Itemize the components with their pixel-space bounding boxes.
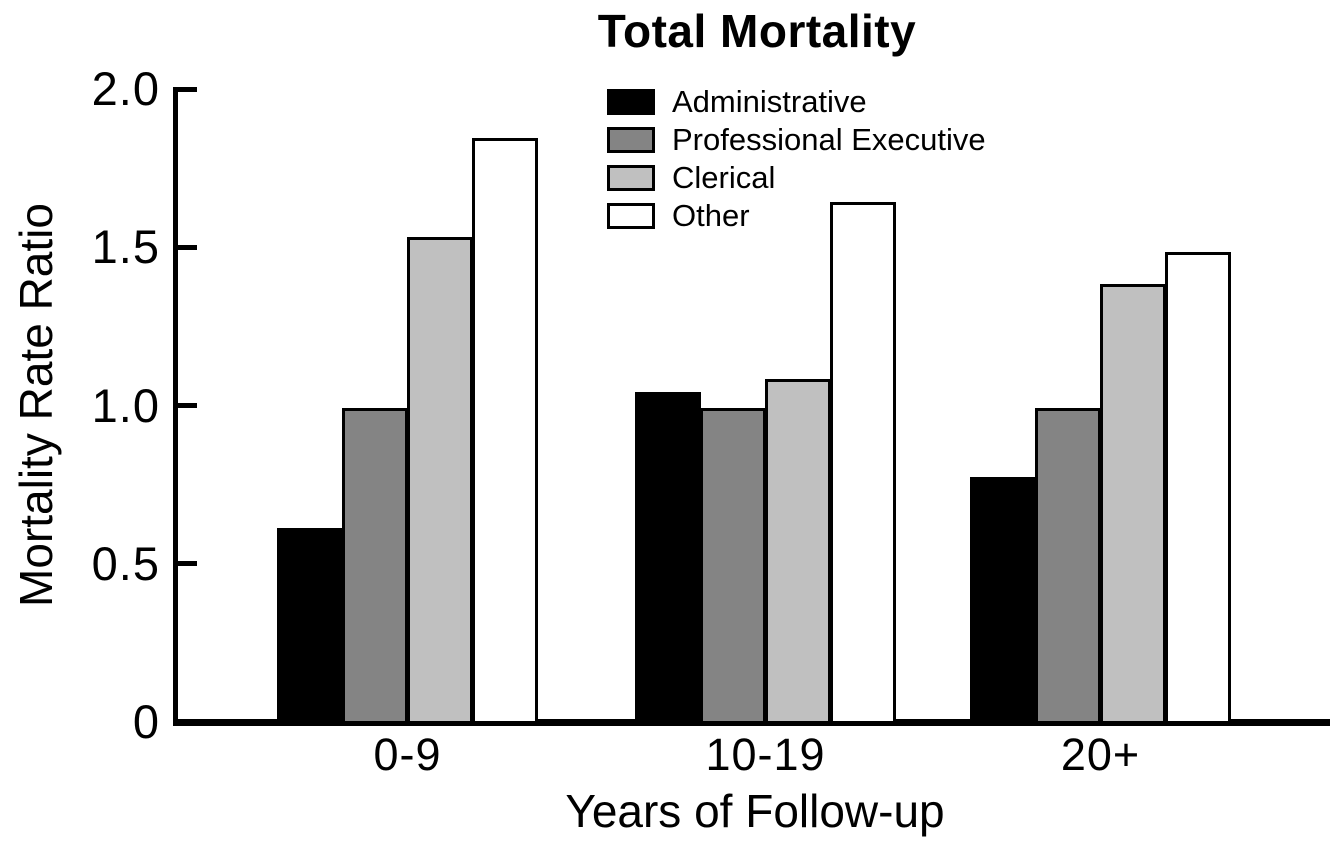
bar-clerical-10-19 [765,379,831,724]
legend-label: Other [672,198,750,233]
legend-item-administrative: Administrative [607,86,986,117]
y-axis-line [173,87,178,724]
x-axis-title: Years of Follow-up [565,785,945,837]
y-tick-label: 1.5 [91,220,160,274]
bar-administrative-10-19 [635,391,701,724]
x-tick-label-10-19: 10-19 [705,729,826,780]
legend-label: Professional Executive [672,122,986,157]
bar-clerical-0-9 [407,236,473,724]
legend-label: Clerical [672,160,776,195]
bar-other-0-9 [472,138,538,724]
legend-label: Administrative [672,84,867,119]
bar-administrative-0-9 [277,527,343,724]
y-tick-mark [176,403,197,408]
bar-professional-executive-10-19 [700,407,766,724]
legend-swatch-administrative [607,88,655,115]
y-tick-label: 2.0 [91,62,160,115]
legend-item-other: Other [607,200,986,231]
y-tick-mark [176,561,197,567]
x-tick-label-20-: 20+ [1060,729,1141,780]
x-tick-label-0-9: 0-9 [373,729,442,780]
y-tick-mark [176,86,197,92]
bar-professional-executive-20- [1035,407,1101,724]
bar-other-20- [1165,252,1231,724]
bar-other-10-19 [830,201,896,724]
legend-swatch-clerical [607,164,655,191]
bar-administrative-20- [970,477,1036,724]
y-tick-label: 0 [132,695,160,748]
legend: Administrative Professional Executive Cler… [607,86,986,231]
bar-clerical-20- [1100,284,1166,724]
y-tick-label: 1.0 [91,378,160,432]
legend-swatch-other [607,202,655,229]
legend-swatch-professional-executive [607,126,655,153]
y-tick-label: 0.5 [91,536,160,590]
legend-item-clerical: Clerical [607,162,986,193]
bar-professional-executive-0-9 [342,407,408,724]
legend-item-professional-executive: Professional Executive [607,124,986,155]
chart-title: Total Mortality [597,5,917,57]
y-tick-mark [176,244,197,250]
